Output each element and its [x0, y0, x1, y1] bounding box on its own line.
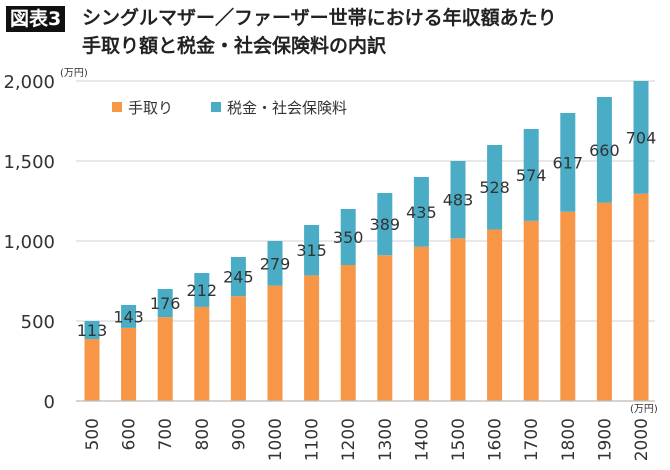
bar-tax-1500: [450, 161, 466, 239]
bar-tax-2000: [633, 81, 649, 194]
bar-net-800: [194, 306, 210, 401]
x-tick-label: 700: [156, 418, 176, 450]
bar-tax-700: [157, 289, 173, 318]
data-label-tax: 617: [553, 153, 584, 172]
bar-tax-1900: [596, 97, 612, 203]
bar-tax-600: [121, 305, 137, 328]
x-tick-label: 1400: [412, 418, 432, 461]
data-label-tax: 435: [406, 203, 437, 222]
x-tick-label: 1500: [449, 418, 469, 461]
x-tick-label: 1300: [376, 418, 396, 461]
bar-net-600: [121, 327, 137, 401]
bar-net-1200: [340, 265, 356, 401]
bar-tax-1200: [340, 209, 356, 265]
x-tick-label: 1700: [522, 418, 542, 461]
data-label-tax: 143: [113, 307, 144, 326]
x-tick-label: 1000: [266, 418, 286, 461]
data-label-tax: 176: [150, 294, 181, 313]
bar-net-1800: [560, 211, 576, 401]
data-label-tax: 528: [479, 178, 510, 197]
chart-title-line1: シングルマザー／ファーザー世帯における年収額あたり: [82, 7, 557, 29]
bar-net-1600: [487, 229, 503, 401]
y-tick-label: 2,000: [3, 72, 55, 93]
bar-net-500: [84, 339, 100, 401]
bar-net-1700: [523, 220, 539, 401]
x-tick-label: 500: [83, 418, 103, 450]
bar-net-900: [230, 296, 246, 401]
y-tick-label: 1,000: [3, 232, 55, 253]
bar-net-700: [157, 317, 173, 401]
bar-tax-900: [230, 257, 246, 297]
chart-title-line2: 手取り額と税金・社会保険料の内訳: [82, 35, 387, 57]
x-tick-label: 800: [193, 418, 213, 450]
legend-label-net: 手取り: [128, 99, 173, 117]
bar-net-1500: [450, 238, 466, 401]
legend-swatch-net: [112, 102, 122, 112]
x-tick-label: 1200: [339, 418, 359, 461]
x-tick-label: 600: [120, 418, 140, 450]
x-unit-label: (万円): [630, 404, 658, 415]
bar-net-1000: [267, 285, 283, 401]
figure-badge: 図表3: [6, 6, 66, 32]
y-tick-label: 0: [44, 392, 55, 413]
data-label-tax: 574: [516, 166, 547, 185]
y-tick-label: 500: [21, 312, 55, 333]
data-label-tax: 113: [77, 321, 108, 340]
bar-tax-1300: [377, 193, 393, 256]
bar-net-1900: [596, 202, 612, 401]
data-label-tax: 660: [589, 141, 620, 160]
bar-net-1400: [413, 246, 429, 401]
bar-tax-800: [194, 273, 210, 307]
data-label-tax: 483: [443, 191, 474, 210]
x-tick-label: 1100: [303, 418, 323, 461]
bar-net-2000: [633, 193, 649, 401]
legend-label-tax: 税金・社会保険料: [227, 99, 347, 117]
bar-net-1100: [304, 275, 320, 401]
x-tick-label: 1800: [559, 418, 579, 461]
data-label-tax: 245: [223, 268, 254, 287]
data-label-tax: 350: [333, 228, 364, 247]
x-tick-label: 1900: [595, 418, 615, 461]
bar-tax-1400: [413, 177, 429, 247]
bar-tax-1000: [267, 241, 283, 286]
x-tick-label: 1600: [486, 418, 506, 461]
data-label-tax: 389: [370, 215, 401, 234]
data-label-tax: 279: [260, 254, 291, 273]
data-label-tax: 315: [296, 241, 327, 260]
bar-tax-500: [84, 321, 100, 340]
data-label-tax: 212: [187, 281, 218, 300]
x-tick-label: 900: [229, 418, 249, 450]
data-label-tax: 704: [626, 128, 657, 147]
bar-tax-1700: [523, 129, 539, 221]
y-tick-label: 1,500: [3, 152, 55, 173]
bar-tax-1600: [487, 145, 503, 230]
bar-net-1300: [377, 255, 393, 401]
y-unit-label: (万円): [60, 68, 88, 79]
legend-swatch-tax: [211, 102, 221, 112]
bar-tax-1100: [304, 225, 320, 276]
x-tick-label: 2000: [632, 418, 652, 461]
bar-tax-1800: [560, 113, 576, 212]
